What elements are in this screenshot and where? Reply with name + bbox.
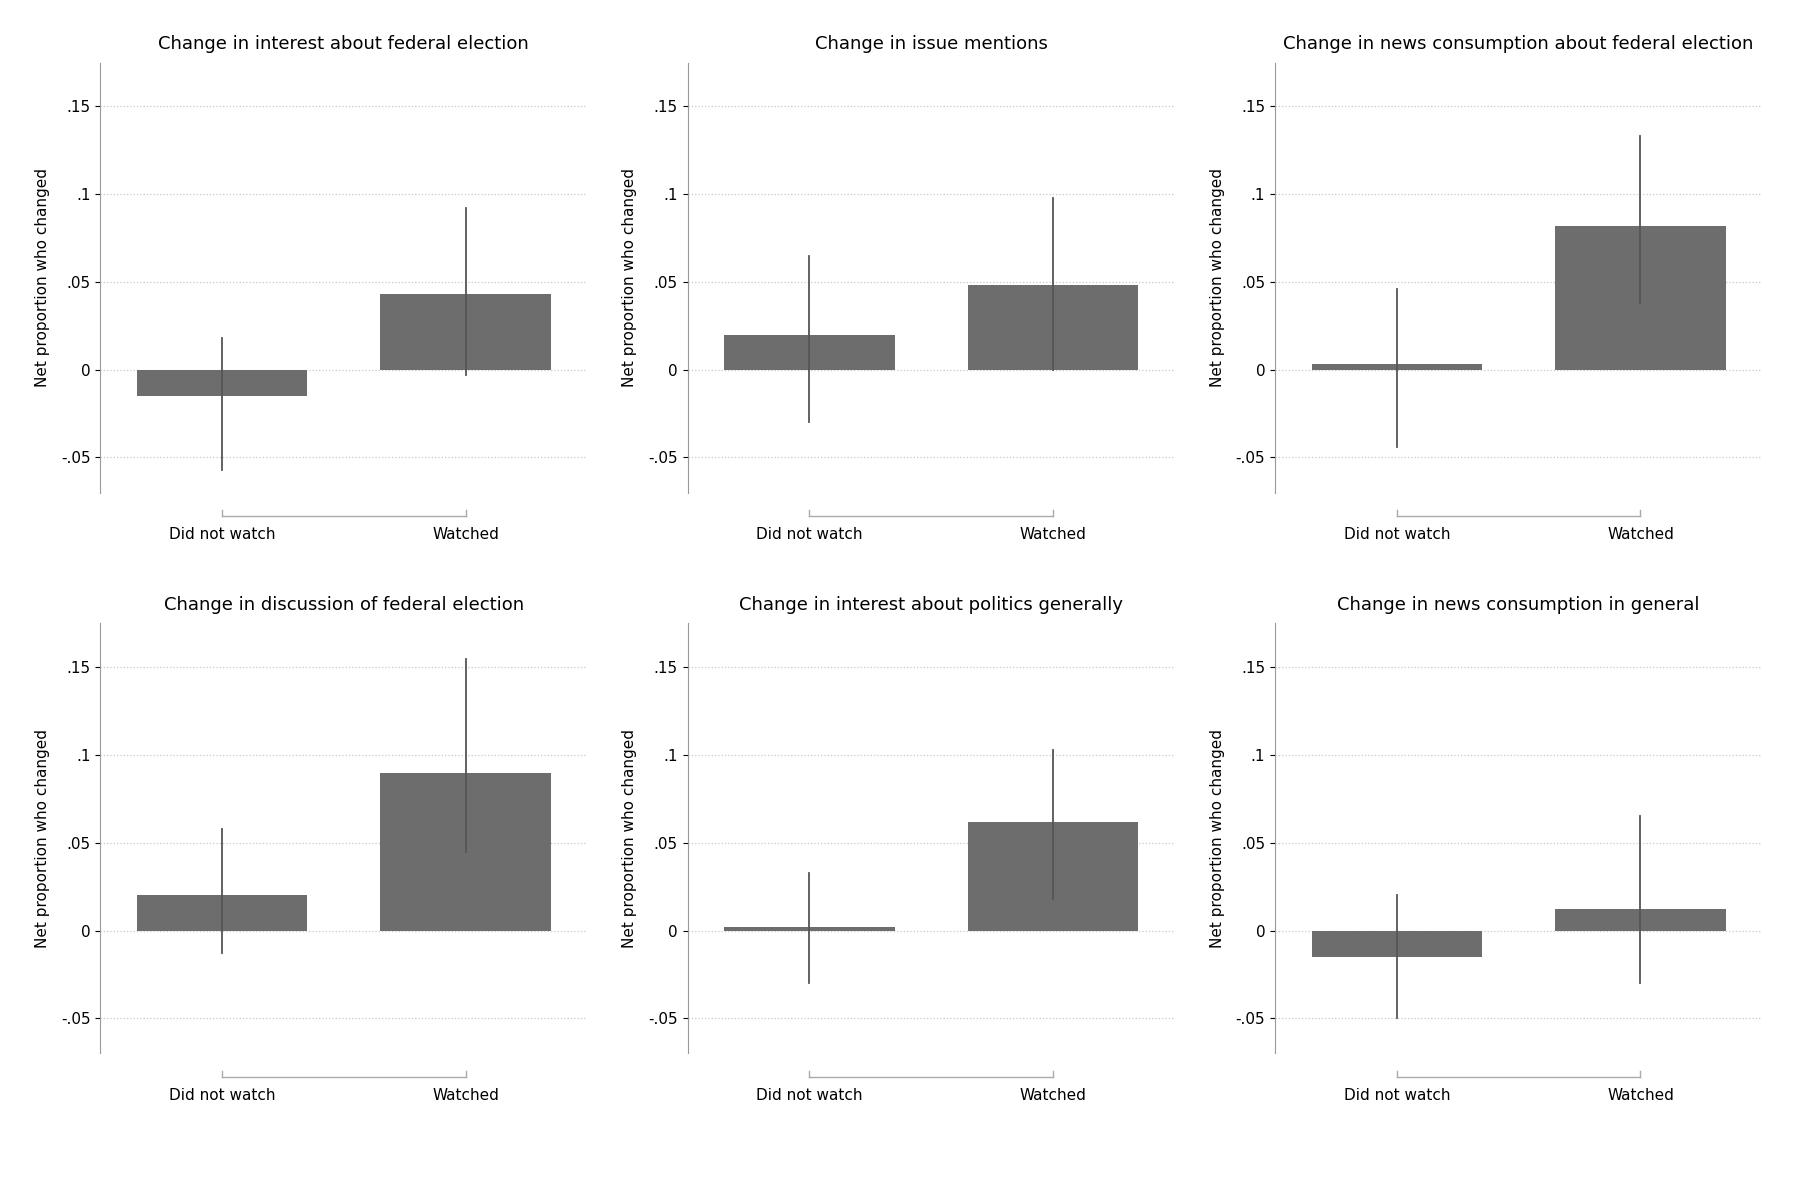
Bar — [724, 926, 895, 930]
Text: Watched: Watched — [1607, 527, 1673, 542]
Y-axis label: Net proportion who changed: Net proportion who changed — [1209, 729, 1224, 948]
Title: Change in interest about federal election: Change in interest about federal electio… — [158, 35, 528, 53]
Text: Watched: Watched — [1019, 1088, 1087, 1102]
Y-axis label: Net proportion who changed: Net proportion who changed — [622, 729, 638, 948]
Title: Change in issue mentions: Change in issue mentions — [814, 35, 1048, 53]
Y-axis label: Net proportion who changed: Net proportion who changed — [34, 729, 50, 948]
Y-axis label: Net proportion who changed: Net proportion who changed — [622, 168, 638, 387]
Text: Did not watch: Did not watch — [1344, 1088, 1450, 1102]
Text: Watched: Watched — [1607, 1088, 1673, 1102]
Bar — [1312, 930, 1483, 956]
Text: Did not watch: Did not watch — [169, 527, 275, 542]
Text: Watched: Watched — [431, 1088, 500, 1102]
Text: Did not watch: Did not watch — [169, 1088, 275, 1102]
Bar — [137, 895, 307, 930]
Bar — [1312, 364, 1483, 370]
Title: Change in interest about politics generally: Change in interest about politics genera… — [739, 596, 1123, 614]
Text: Watched: Watched — [431, 527, 500, 542]
Text: Watched: Watched — [1019, 527, 1087, 542]
Title: Change in news consumption in general: Change in news consumption in general — [1337, 596, 1700, 614]
Text: Did not watch: Did not watch — [757, 527, 863, 542]
Bar — [381, 294, 552, 370]
Bar — [381, 772, 552, 930]
Bar — [969, 285, 1138, 370]
Text: Did not watch: Did not watch — [1344, 527, 1450, 542]
Bar — [137, 370, 307, 396]
Bar — [969, 821, 1138, 930]
Bar — [724, 335, 895, 370]
Y-axis label: Net proportion who changed: Net proportion who changed — [34, 168, 50, 387]
Title: Change in news consumption about federal election: Change in news consumption about federal… — [1283, 35, 1754, 53]
Bar — [1554, 226, 1725, 370]
Text: Did not watch: Did not watch — [757, 1088, 863, 1102]
Y-axis label: Net proportion who changed: Net proportion who changed — [1209, 168, 1224, 387]
Title: Change in discussion of federal election: Change in discussion of federal election — [164, 596, 525, 614]
Bar — [1554, 910, 1725, 930]
